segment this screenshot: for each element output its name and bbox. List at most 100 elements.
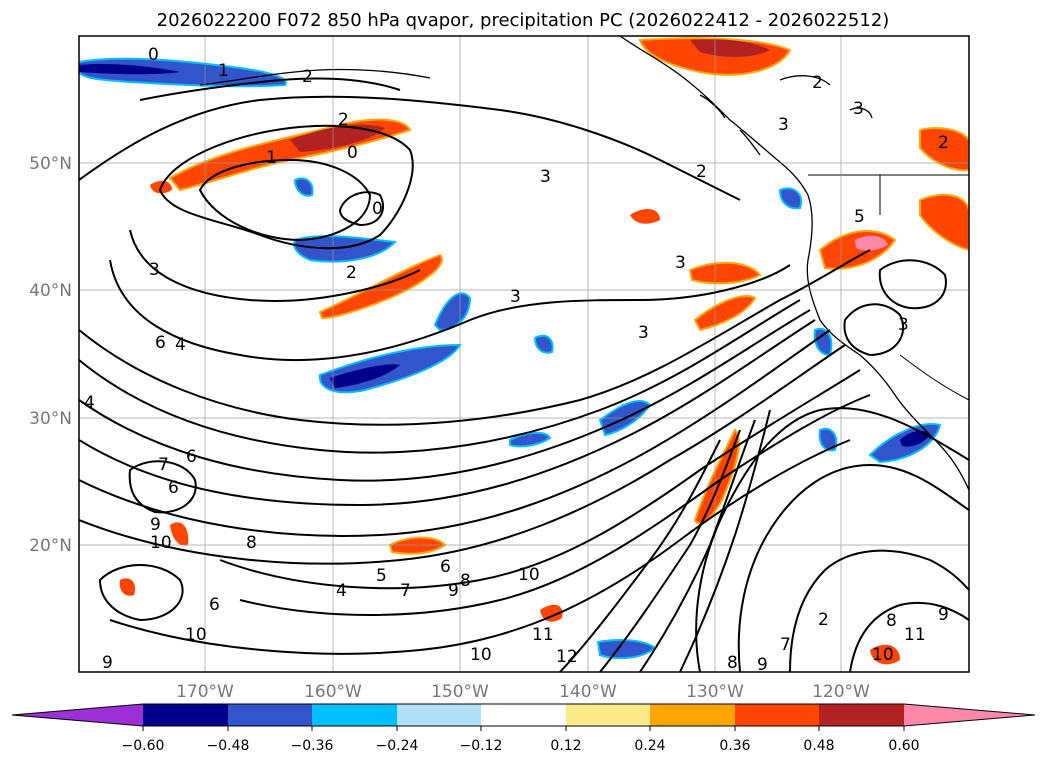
contour-label: 3 bbox=[853, 99, 864, 119]
contour-label: 10 bbox=[150, 533, 172, 553]
precip-negative-area bbox=[533, 334, 554, 354]
lon-label-140w: 140°W bbox=[559, 682, 617, 702]
contour-label: 10 bbox=[518, 565, 540, 585]
contour-label: 2 bbox=[938, 133, 949, 153]
contour-labels: 0 1 2 2 0 1 0 2 3 3 2 3 3 3 5 6 4 4 6 7 … bbox=[84, 45, 949, 675]
contour-label: 6 bbox=[209, 595, 220, 615]
colorbar-bin bbox=[481, 704, 566, 726]
contour-label: 1 bbox=[266, 148, 277, 168]
contour-label: 7 bbox=[400, 581, 411, 601]
contour-label: 6 bbox=[168, 478, 179, 498]
precip-positive-area bbox=[855, 235, 888, 251]
colorbar-tick-label: 0.60 bbox=[888, 738, 919, 754]
precip-negative-area bbox=[293, 235, 398, 263]
precip-positive-area bbox=[119, 578, 136, 596]
contour-label: 6 bbox=[186, 447, 197, 467]
colorbar-bin bbox=[312, 704, 397, 726]
contour-label: 8 bbox=[246, 533, 257, 553]
lat-label-30n: 30°N bbox=[29, 409, 72, 429]
precip-negative-area bbox=[900, 430, 930, 447]
lon-label-160w: 160°W bbox=[304, 682, 362, 702]
colorbar-bin bbox=[819, 704, 904, 726]
colorbar-bin bbox=[735, 704, 819, 726]
colorbar-tick-label: −0.48 bbox=[207, 738, 250, 754]
longitude-labels: 170°W 160°W 150°W 140°W 130°W 120°W bbox=[176, 682, 870, 702]
precip-negative-area bbox=[79, 63, 180, 75]
contour-label: 4 bbox=[336, 581, 347, 601]
contour-label: 1 bbox=[218, 61, 229, 81]
contour-label: 5 bbox=[376, 566, 387, 586]
contour-label: 9 bbox=[102, 653, 113, 673]
contour-label: 4 bbox=[84, 393, 95, 413]
contour-label: 4 bbox=[175, 335, 186, 355]
lat-label-50n: 50°N bbox=[29, 154, 72, 174]
latitude-labels: 50°N 40°N 30°N 20°N bbox=[29, 154, 72, 556]
colorbar-tick-label: 0.48 bbox=[803, 738, 834, 754]
precip-positive-area bbox=[690, 39, 770, 57]
precip-negative-area bbox=[293, 177, 314, 197]
contour-label: 8 bbox=[727, 653, 738, 673]
colorbar-ticks bbox=[142, 726, 905, 731]
contour-label: 0 bbox=[148, 45, 159, 65]
lat-label-20n: 20°N bbox=[29, 536, 72, 556]
contour-label: 9 bbox=[938, 605, 949, 625]
colorbar-tick-label: −0.36 bbox=[291, 738, 334, 754]
contour-label: 2 bbox=[818, 610, 829, 630]
contour-label: 3 bbox=[898, 315, 909, 335]
precip-positive-area bbox=[870, 644, 900, 665]
colorbar-bin bbox=[397, 704, 481, 726]
contour-label: 2 bbox=[302, 67, 313, 87]
contour-label: 2 bbox=[812, 73, 823, 93]
precip-negative-area bbox=[818, 427, 838, 452]
contour-label: 3 bbox=[149, 260, 160, 280]
precip-positive-area bbox=[919, 127, 969, 172]
contour-label: 0 bbox=[372, 199, 383, 219]
contour-label: 3 bbox=[638, 323, 649, 343]
contour-label: 2 bbox=[338, 110, 349, 130]
precip-positive-area bbox=[540, 604, 563, 622]
contour-label: 11 bbox=[904, 625, 926, 645]
contour-label: 2 bbox=[696, 162, 707, 182]
contour-label: 10 bbox=[872, 645, 894, 665]
contour-label: 6 bbox=[155, 333, 166, 353]
qvapor-contours bbox=[79, 77, 969, 672]
colorbar-bin bbox=[228, 704, 312, 726]
contour-label: 8 bbox=[886, 611, 897, 631]
map-frame bbox=[78, 35, 970, 673]
colorbar-bin bbox=[566, 704, 650, 726]
colorbar-tick-label: −0.60 bbox=[122, 738, 165, 754]
contour-label: 12 bbox=[556, 647, 578, 667]
precipitation-fields bbox=[79, 37, 969, 665]
contour-label: 6 bbox=[440, 557, 451, 577]
lat-label-40n: 40°N bbox=[29, 281, 72, 301]
political-borders bbox=[808, 174, 969, 401]
contour-label: 9 bbox=[150, 515, 161, 535]
colorbar-tick-label: −0.12 bbox=[460, 738, 503, 754]
lon-label-120w: 120°W bbox=[812, 682, 870, 702]
colorbar: −0.60 −0.48 −0.36 −0.24 −0.12 0.12 0.24 … bbox=[11, 703, 1036, 754]
precip-positive-area bbox=[688, 261, 762, 285]
contour-label: 9 bbox=[757, 655, 768, 675]
colorbar-extend-high bbox=[904, 704, 1035, 726]
precip-negative-area bbox=[778, 187, 803, 210]
contour-label: 10 bbox=[185, 625, 207, 645]
contour-label: 3 bbox=[510, 287, 521, 307]
colorbar-bin bbox=[650, 704, 735, 726]
figure-title: 2026022200 F072 850 hPa qvapor, precipit… bbox=[157, 10, 890, 31]
contour-label: 8 bbox=[460, 571, 471, 591]
precip-positive-area bbox=[693, 295, 757, 332]
colorbar-extend-low bbox=[12, 704, 143, 726]
colorbar-tick-label: 0.36 bbox=[719, 738, 750, 754]
precip-negative-area bbox=[509, 432, 552, 448]
precip-positive-area bbox=[630, 208, 660, 224]
contour-label: 3 bbox=[540, 167, 551, 187]
contour-label: 9 bbox=[448, 581, 459, 601]
contour-label: 11 bbox=[532, 625, 554, 645]
contour-label: 7 bbox=[158, 455, 169, 475]
colorbar-tick-label: 0.24 bbox=[634, 738, 665, 754]
colorbar-tick-label: 0.12 bbox=[550, 738, 581, 754]
lon-label-170w: 170°W bbox=[176, 682, 234, 702]
precip-negative-area bbox=[330, 364, 400, 388]
precip-positive-area bbox=[919, 193, 969, 252]
